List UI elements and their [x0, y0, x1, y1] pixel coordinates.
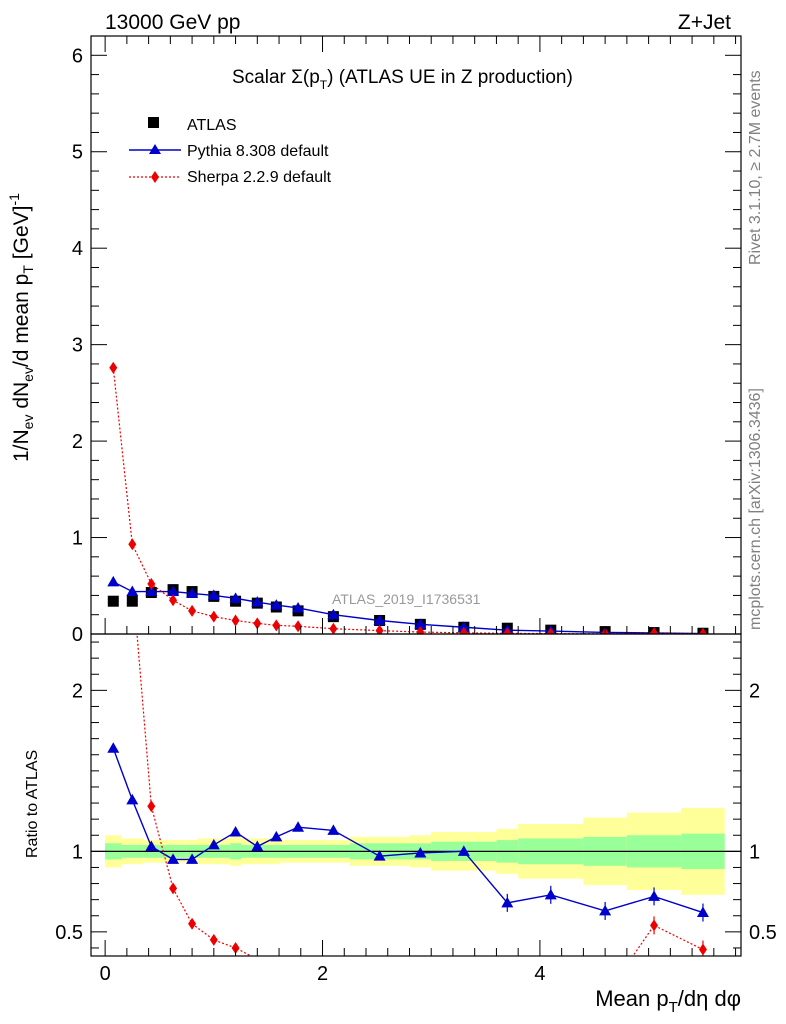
ratio-point-triangle — [373, 850, 386, 861]
upper-y-tick-label: 6 — [72, 45, 83, 67]
legend-atlas-label: ATLAS — [187, 117, 237, 134]
lower-ylabel: Ratio to ATLAS — [24, 750, 41, 858]
upper-point-triangle — [270, 599, 283, 610]
header-left: 13000 GeV pp — [105, 11, 240, 34]
upper-data-layer — [107, 361, 709, 634]
x-axis-label: Mean pT/dη dφ — [595, 986, 741, 1016]
legend-pythia-marker — [149, 144, 161, 154]
upper-point-diamond — [253, 617, 262, 630]
ratio-point-diamond — [209, 933, 218, 946]
x-tick-label: 4 — [534, 963, 545, 985]
lower-y-tick-label: 2 — [72, 680, 83, 702]
ratio-point-diamond — [147, 800, 156, 813]
upper-point-triangle — [229, 592, 242, 603]
upper-y-tick-label: 4 — [72, 238, 83, 260]
upper-point-diamond — [109, 361, 118, 374]
ratio-point-triangle — [126, 793, 139, 805]
ratio-point-triangle — [107, 742, 120, 753]
upper-point-diamond — [650, 627, 659, 634]
upper-point-triangle — [167, 585, 180, 597]
ratio-point-triangle — [457, 845, 470, 856]
ratio-point-triangle — [251, 840, 264, 852]
legend-sherpa-label: Sherpa 2.2.9 default — [187, 169, 332, 186]
upper-point-diamond — [416, 626, 425, 634]
upper-point-diamond — [169, 594, 178, 607]
axes: 0 1 2 3 4 5 6 0.5 0.5 1 1 2 2 0 2 4 — [55, 35, 777, 985]
upper-point-diamond — [698, 627, 707, 634]
upper-y-tick-label: 1 — [72, 528, 83, 550]
upper-point-diamond — [272, 619, 281, 632]
upper-point-triangle — [186, 587, 199, 598]
upper-point-square — [107, 595, 119, 607]
upper-y-tick-label: 5 — [72, 142, 83, 164]
upper-point-diamond — [503, 627, 512, 634]
ratio-point-triangle — [145, 840, 158, 852]
upper-point-diamond — [459, 626, 468, 634]
upper-point-triangle — [292, 601, 305, 613]
ratio-point-triangle — [501, 896, 514, 908]
upper-ylabel: 1/Nev dNev/d mean pT [GeV]-1 — [6, 193, 36, 462]
ratio-point-triangle — [414, 846, 427, 858]
upper-point-triangle — [327, 608, 340, 620]
upper-point-triangle — [107, 575, 120, 587]
ratio-point-triangle — [167, 853, 180, 864]
upper-y-tick-label: 0 — [72, 624, 83, 646]
ratio-point-triangle — [292, 821, 305, 832]
upper-point-triangle — [414, 618, 427, 629]
ratio-point-diamond — [650, 919, 659, 932]
upper-y-tick-label: 2 — [72, 431, 83, 453]
legend: ATLAS Pythia 8.308 default Sherpa 2.2.9 … — [129, 117, 332, 186]
upper-point-triangle — [145, 585, 158, 597]
lower-data-layer — [107, 634, 709, 956]
upper-point-diamond — [147, 577, 156, 590]
ratio-point-diamond — [231, 941, 240, 954]
legend-atlas-marker — [148, 117, 159, 128]
analysis-watermark: ATLAS_2019_I1736531 — [332, 591, 481, 607]
lower-y-tick-label-right: 2 — [749, 680, 760, 702]
ratio-point-diamond — [169, 882, 178, 895]
rivet-label: Rivet 3.1.10, ≥ 2.7M events — [747, 70, 764, 265]
upper-point-diamond — [209, 610, 218, 623]
upper-point-diamond — [128, 538, 137, 551]
lower-frame — [90, 633, 742, 957]
mcplots-label: mcplots.cern.ch [arXiv:1306.3436] — [747, 388, 764, 630]
ratio-point-triangle — [229, 826, 242, 837]
ratio-point-diamond — [698, 943, 707, 956]
lower-y-tick-label: 0.5 — [55, 922, 83, 944]
lower-y-tick-label: 1 — [72, 841, 83, 863]
upper-pythia-line — [112, 581, 703, 634]
upper-point-diamond — [188, 604, 197, 617]
upper-point-diamond — [375, 624, 384, 634]
ratio-point-triangle — [270, 830, 283, 842]
ratio-point-diamond — [188, 917, 197, 930]
ratio-point-triangle — [327, 824, 340, 835]
upper-point-triangle — [457, 621, 470, 632]
upper-point-triangle — [373, 614, 386, 625]
upper-point-triangle — [126, 585, 139, 597]
legend-pythia-label: Pythia 8.308 default — [187, 143, 329, 160]
x-tick-label: 2 — [317, 963, 328, 985]
ratio-point-triangle — [696, 906, 709, 918]
header-right: Z+Jet — [678, 11, 731, 34]
lower-y-tick-label-right: 1 — [749, 841, 760, 863]
upper-point-square — [126, 595, 138, 607]
x-tick-label: 0 — [100, 963, 111, 985]
upper-point-triangle — [207, 589, 220, 600]
lower-y-tick-label-right: 0.5 — [749, 922, 777, 944]
upper-point-diamond — [294, 620, 303, 633]
ratio-point-triangle — [599, 904, 612, 916]
upper-point-triangle — [251, 596, 264, 607]
upper-point-diamond — [231, 614, 240, 627]
ratio-point-triangle — [544, 888, 557, 900]
ratio-point-triangle — [648, 890, 661, 901]
ratio-point-triangle — [186, 853, 199, 864]
upper-title: Scalar Σ(pT) (ATLAS UE in Z production) — [232, 67, 573, 92]
upper-y-tick-label: 3 — [72, 335, 83, 357]
upper-point-diamond — [329, 622, 338, 634]
legend-sherpa-marker — [151, 171, 159, 183]
ratio-point-triangle — [207, 838, 220, 850]
upper-point-diamond — [546, 627, 555, 634]
